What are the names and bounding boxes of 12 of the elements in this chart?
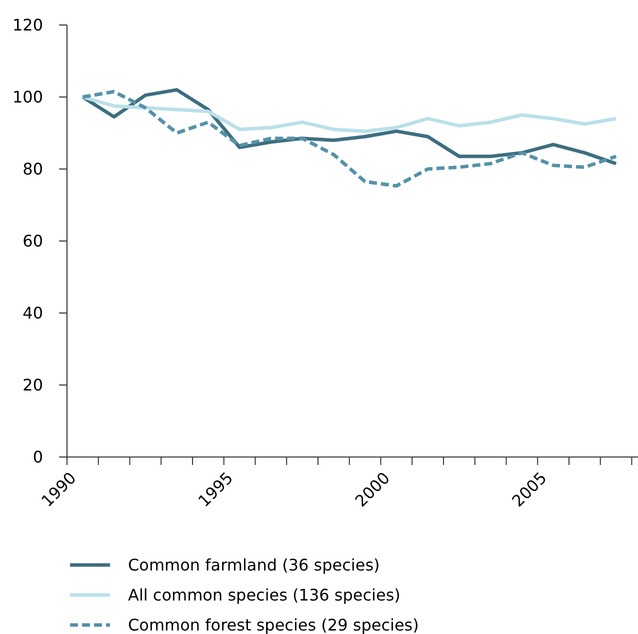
line-series <box>80 95 618 133</box>
y-tick-label: 0 <box>32 448 43 467</box>
y-tick-label: 100 <box>12 88 43 107</box>
legend-label: All common species (136 species) <box>128 586 400 605</box>
y-tick-label: 40 <box>22 304 43 323</box>
y-tick-label: 20 <box>22 376 43 395</box>
y-tick-label: 60 <box>22 232 43 251</box>
line-series <box>80 90 618 188</box>
y-tick-label: 120 <box>12 16 43 35</box>
legend-label: Common forest species (29 species) <box>128 616 419 634</box>
legend-label: Common farmland (36 species) <box>128 556 380 575</box>
y-tick-label: 80 <box>22 160 43 179</box>
